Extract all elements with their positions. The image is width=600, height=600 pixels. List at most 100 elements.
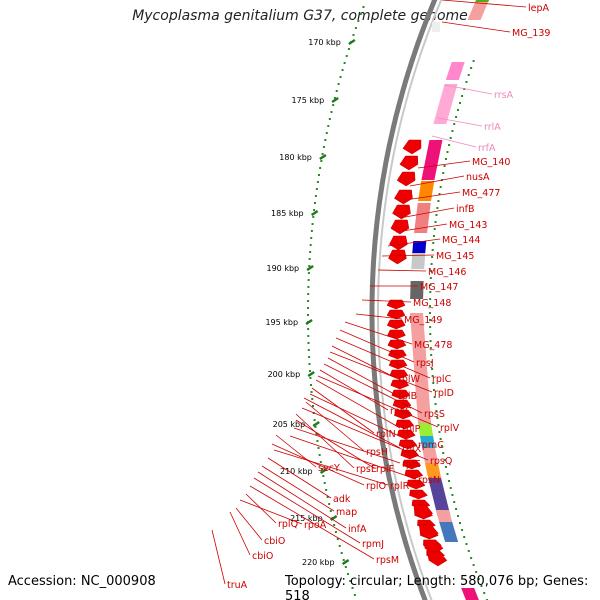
scale-dot (308, 363, 311, 365)
inner-scale-dot (477, 578, 480, 580)
inner-scale-dot (436, 207, 439, 209)
gene-label-leader (331, 345, 397, 379)
gene-label-rplP: rplP (402, 424, 421, 435)
gene-label-cbiO: cbiO (264, 536, 285, 547)
gene-label-leader (305, 401, 365, 452)
gene-label-leader (315, 379, 401, 429)
gene-label-infA: infA (348, 524, 367, 535)
scale-dot (313, 209, 316, 211)
accession-text: Accession: NC_000908 (8, 574, 156, 589)
scale-dot (322, 146, 325, 148)
gene-label-rpsQ: rpsQ (430, 456, 452, 467)
scale-dot (326, 496, 329, 498)
scale-dot (325, 132, 328, 134)
scale-dot (319, 461, 322, 463)
tick-label: 175 kbp (292, 96, 325, 105)
gene-block-salmon (414, 203, 431, 233)
scale-dot (307, 349, 310, 351)
gene-label-nusA: nusA (466, 172, 490, 183)
gene-block-faint (432, 22, 440, 32)
gene-block-pink2 (435, 510, 453, 522)
gene-label-rplR: rplR (390, 481, 410, 492)
gene-label-leader (267, 457, 332, 499)
inner-scale-dot (480, 585, 483, 587)
gene-label-leader (271, 443, 365, 486)
cds-arrow (400, 449, 420, 460)
cds-arrow (389, 235, 408, 251)
scale-dot (320, 160, 323, 162)
scale-dot (321, 153, 324, 155)
gene-label-MG_140: MG_140 (472, 157, 510, 168)
tick-label: 205 kbp (273, 420, 306, 429)
scale-dot (354, 27, 357, 29)
inner-scale-dot (442, 452, 445, 454)
scale-dot (330, 111, 333, 113)
scale-dot (346, 573, 349, 575)
tick-label: 220 kbp (302, 558, 335, 567)
inner-scale-dot (430, 263, 433, 265)
gene-label-leader (344, 321, 413, 345)
cds-arrow (387, 329, 406, 340)
gene-label-lepA: lepA (528, 3, 550, 14)
inner-scale-dot (444, 158, 447, 160)
tick-label: 185 kbp (271, 209, 304, 218)
cds-arrow (386, 309, 406, 320)
scale-dot (310, 230, 313, 232)
gene-label-leader (361, 299, 412, 303)
scale-dot (307, 286, 310, 288)
scale-dot (318, 454, 321, 456)
inner-scale-dot (429, 326, 432, 328)
inner-scale-dot (432, 389, 435, 391)
inner-scale-dot (443, 165, 446, 167)
gene-label-truA: truA (227, 580, 248, 591)
gene-label-map: map (336, 507, 357, 518)
scale-dot (339, 76, 342, 78)
cds-arrow (392, 204, 411, 220)
gene-label-leader (257, 471, 347, 529)
scale-dot (333, 97, 336, 99)
inner-scale-dot (465, 543, 468, 545)
gene-label-leader (229, 511, 251, 556)
genome-backbone-shadow (377, 0, 443, 600)
scale-dot (353, 594, 356, 596)
inner-scale-dot (433, 396, 436, 398)
tick-mark (305, 318, 313, 326)
inner-scale-dot (429, 284, 432, 286)
inner-scale-dot (430, 361, 433, 363)
gene-label-leader (335, 337, 431, 379)
inner-scale-dot (435, 214, 438, 216)
topology-text: Topology: circular; Length: 580,076 bp; … (285, 574, 589, 600)
scale-dot (308, 265, 311, 267)
gene-label-leader (323, 363, 423, 414)
inner-scale-dot (431, 368, 434, 370)
cds-arrow (392, 399, 412, 410)
inner-scale-dot (429, 298, 432, 300)
scale-dot (325, 489, 328, 491)
inner-scale-dot (439, 186, 442, 188)
gene-label-MG_478: MG_478 (414, 340, 452, 351)
scale-dot (307, 272, 310, 274)
gene-label-cbiO: cbiO (252, 551, 273, 562)
gene-label-leader (239, 499, 303, 525)
cds-arrow (413, 504, 433, 520)
inner-scale-dot (463, 536, 466, 538)
scale-dot (315, 433, 318, 435)
tick-mark (307, 370, 315, 378)
gene-label-leader (309, 393, 417, 445)
inner-scale-dot (459, 102, 461, 104)
gene-label-rplB: rplB (398, 391, 417, 402)
cds-arrow (409, 489, 428, 500)
gene-block-top (467, 0, 490, 20)
scale-dot (317, 174, 320, 176)
gene-label-leader (404, 191, 461, 201)
gene-label-leader (261, 465, 335, 512)
scale-dot (307, 300, 310, 302)
gene-label-rplE: rplE (402, 459, 421, 470)
scale-dot (311, 223, 314, 225)
gene-label-rpoA: rpoA (304, 520, 327, 531)
gene-label-secY: secY (318, 463, 340, 474)
gene-label-leader (311, 387, 375, 434)
gene-label-MG_139: MG_139 (512, 28, 550, 39)
cds-arrow (390, 219, 410, 235)
inner-scale-dot (443, 459, 446, 461)
